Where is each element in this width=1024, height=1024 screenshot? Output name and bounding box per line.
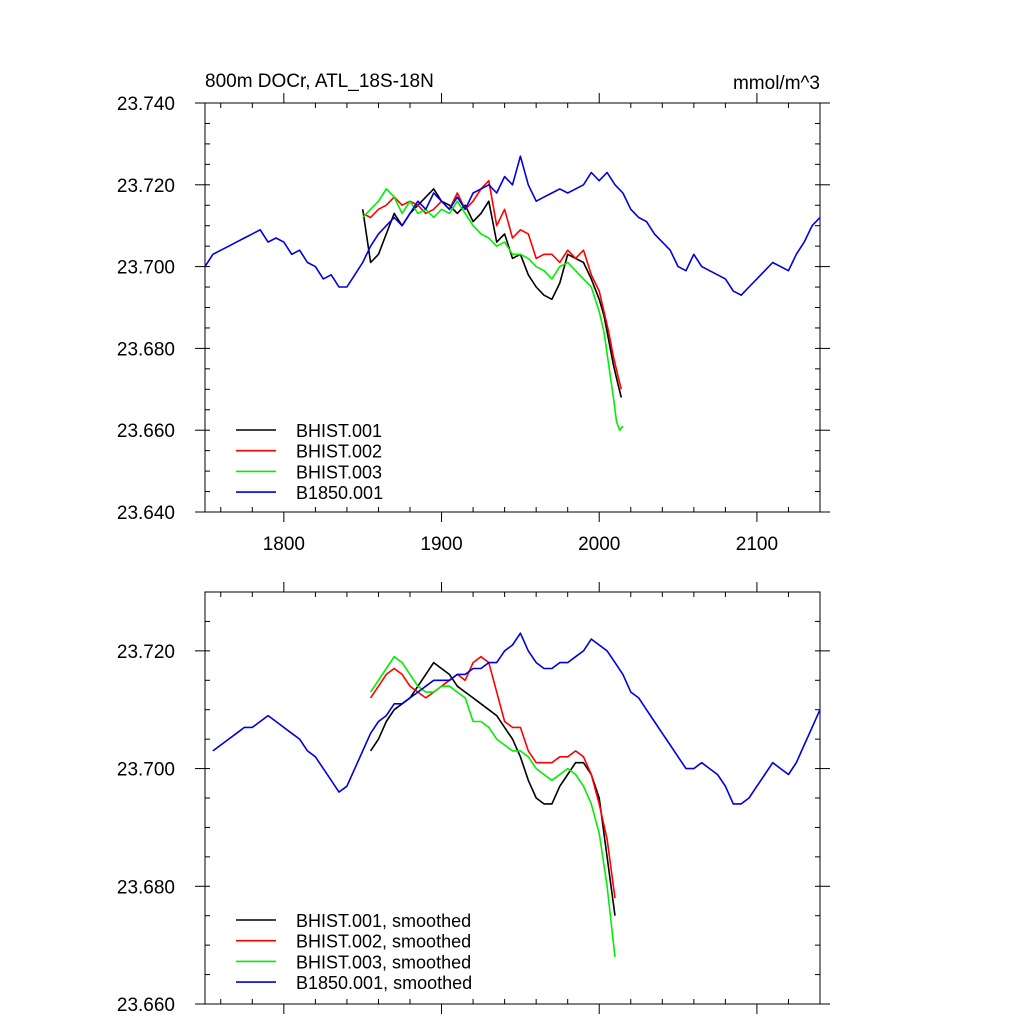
legend-label: B1850.001 — [296, 483, 383, 503]
series-line — [369, 655, 616, 957]
chart-panel-1: 1800 1900 2000 2100 23.640 23.660 23.680 23.700… — [117, 71, 830, 555]
series-line — [204, 155, 821, 297]
y-tick-label: 23.720 — [117, 176, 175, 197]
units-label: mmol/m^3 — [733, 73, 820, 94]
y-tick-label: 23.700 — [117, 258, 175, 279]
x-tick-label: 1800 — [263, 534, 305, 555]
series-line — [361, 188, 623, 398]
legend-label: BHIST.001 — [296, 421, 382, 441]
y-tick-label: 23.680 — [117, 339, 175, 360]
y-tick-label: 23.700 — [117, 760, 175, 781]
chart-panel-2: 23.660 23.680 23.700 23.720 BHIST.001, smoot… — [117, 582, 830, 1016]
y-tick-label: 23.680 — [117, 877, 175, 898]
y-tick-label: 23.660 — [117, 995, 175, 1016]
series-line — [362, 188, 624, 432]
legend-label: BHIST.002, smoothed — [296, 932, 471, 952]
series-line — [369, 655, 616, 899]
y-tick-label: 23.740 — [117, 94, 175, 115]
legend-label: BHIST.003, smoothed — [296, 952, 471, 972]
legend-label: BHIST.003 — [296, 462, 382, 482]
legend-label: BHIST.001, smoothed — [296, 911, 471, 931]
x-tick-label: 2100 — [736, 534, 778, 555]
series-line — [212, 632, 821, 805]
y-tick-label: 23.640 — [117, 503, 175, 524]
chart-title: 800m DOCr, ATL_18S-18N — [205, 71, 434, 92]
x-tick-label: 1900 — [420, 534, 462, 555]
x-tick-label: 2000 — [578, 534, 620, 555]
legend-label: BHIST.002 — [296, 442, 382, 462]
legend-label: B1850.001, smoothed — [296, 973, 472, 993]
y-tick-label: 23.660 — [117, 421, 175, 442]
y-tick-label: 23.720 — [117, 642, 175, 663]
